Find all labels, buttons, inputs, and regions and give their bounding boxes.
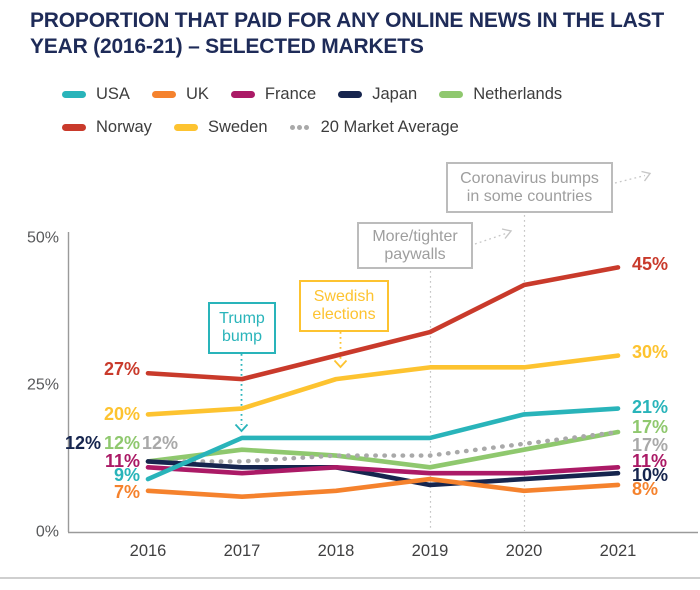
x-tick-2016: 2016: [130, 542, 167, 560]
arrowhead-trump: [234, 423, 249, 433]
series-end-label-uk: 8%: [632, 479, 658, 499]
legend-row-1: USA UK France Japan Netherlands: [62, 84, 584, 105]
arrowhead-paywalls: [501, 228, 513, 239]
series-line-netherlands: [145, 429, 621, 470]
series-start-label-norway: 27%: [104, 359, 140, 379]
chart-legend: USA UK France Japan Netherlands Norway Sweden…: [62, 84, 584, 150]
series-line-sweden: [145, 353, 621, 417]
legend-label-20-market-average: 20 Market Average: [320, 118, 459, 136]
series-start-label-netherlands: 12%: [104, 433, 140, 453]
arrowhead-swedish: [333, 359, 348, 369]
x-tick-2017: 2017: [224, 542, 261, 560]
series-end-label-20-market-average: 17%: [632, 435, 668, 455]
annotation-coronavirus: Coronavirus bumps in some countries: [446, 162, 613, 213]
legend-row-2: Norway Sweden 20 Market Average: [62, 117, 584, 138]
x-tick-2020: 2020: [506, 542, 543, 560]
legend-item-japan: Japan: [338, 85, 417, 104]
legend-swatch-norway: [62, 124, 86, 131]
legend-swatch-usa: [62, 91, 86, 98]
series-start-label-uk: 7%: [114, 482, 140, 502]
legend-item-norway: Norway: [62, 118, 152, 137]
arrow-line-paywalls: [474, 232, 507, 245]
x-tick-2019: 2019: [412, 542, 449, 560]
series-start-label-usa: 9%: [114, 465, 140, 485]
series-line-japan: [145, 459, 621, 488]
annotation-swedish-elections: Swedish elections: [299, 280, 389, 332]
legend-item-netherlands: Netherlands: [439, 85, 562, 104]
legend-label-sweden: Sweden: [207, 118, 268, 136]
chart-title: PROPORTION THAT PAID FOR ANY ONLINE NEWS…: [30, 9, 664, 58]
series-line-uk: [145, 476, 621, 500]
x-tick-2018: 2018: [318, 542, 355, 560]
annotation-coronavirus-text: Coronavirus bumps in some countries: [460, 169, 599, 205]
series-start-label-sweden: 20%: [104, 404, 140, 424]
legend-swatch-japan: [338, 91, 363, 98]
bottom-divider: [0, 577, 700, 579]
legend-label-uk: UK: [185, 85, 209, 103]
legend-label-netherlands: Netherlands: [473, 85, 563, 103]
legend-item-france: France: [230, 85, 317, 104]
legend-item-sweden: Sweden: [173, 118, 268, 137]
series-end-label-norway: 45%: [632, 254, 668, 274]
annotation-trump-bump-text: Trump bump: [219, 310, 265, 345]
annotation-paywalls-text: More/tighter paywalls: [372, 227, 458, 263]
series-end-label-netherlands: 17%: [632, 417, 668, 437]
y-tick-25: 25%: [27, 377, 59, 394]
arrowhead-coronavirus: [641, 170, 652, 182]
annotation-paywalls: More/tighter paywalls: [357, 222, 473, 269]
annotation-trump-bump: Trump bump: [208, 302, 276, 354]
legend-swatch-netherlands: [439, 91, 464, 98]
legend-item-uk: UK: [151, 85, 209, 104]
annotation-swedish-elections-text: Swedish elections: [312, 288, 376, 323]
legend-item-usa: USA: [62, 85, 130, 104]
y-tick-50: 50%: [27, 230, 59, 247]
legend-swatch-uk: [151, 91, 176, 98]
series-end-label-sweden: 30%: [632, 342, 668, 362]
legend-item-20-market-average: 20 Market Average: [289, 118, 459, 137]
series-line-france: [145, 465, 621, 476]
series-end-label-france: 11%: [632, 451, 667, 471]
series-line-norway: [145, 265, 621, 382]
series-end-label-usa: 21%: [632, 397, 668, 417]
legend-label-japan: Japan: [372, 85, 418, 103]
series-line-usa: [145, 406, 621, 482]
arrow-line-coronavirus: [614, 174, 646, 184]
series-start-label-20-market-average: 12%: [142, 433, 178, 453]
legend-swatch-20-market-average: [289, 125, 311, 130]
legend-swatch-france: [230, 91, 255, 98]
legend-label-france: France: [264, 85, 317, 103]
series-end-label-japan: 10%: [632, 465, 668, 485]
y-tick-0: 0%: [36, 524, 59, 541]
legend-label-usa: USA: [96, 85, 130, 103]
series-start-label-japan: 12%: [65, 433, 101, 453]
legend-label-norway: Norway: [96, 118, 152, 136]
x-tick-2021: 2021: [600, 542, 637, 560]
series-line-20-market-average: [145, 429, 621, 464]
series-start-label-france: 11%: [105, 451, 140, 471]
legend-swatch-sweden: [173, 124, 198, 131]
